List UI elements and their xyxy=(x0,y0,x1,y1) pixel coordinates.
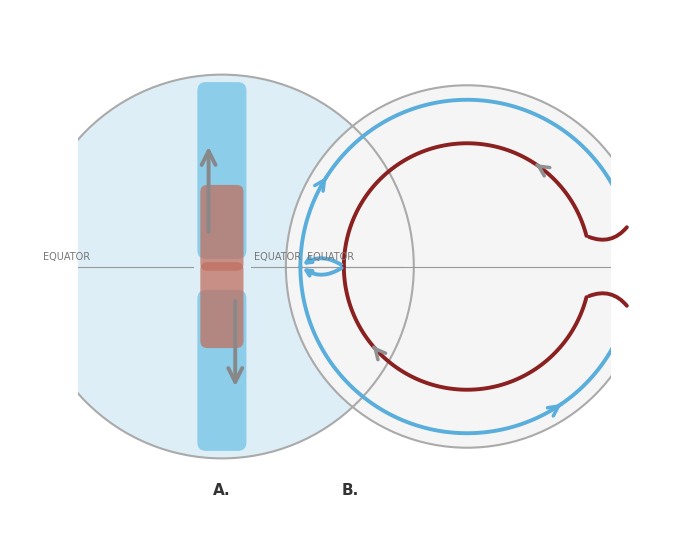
Circle shape xyxy=(286,85,648,448)
Text: EQUATOR: EQUATOR xyxy=(254,252,301,262)
Text: EQUATOR: EQUATOR xyxy=(307,252,354,262)
Text: B.: B. xyxy=(341,483,358,498)
Text: EQUATOR: EQUATOR xyxy=(43,252,90,262)
Circle shape xyxy=(30,75,414,458)
FancyBboxPatch shape xyxy=(197,290,247,451)
FancyBboxPatch shape xyxy=(200,185,243,271)
Text: A.: A. xyxy=(213,483,231,498)
FancyBboxPatch shape xyxy=(200,262,243,348)
FancyBboxPatch shape xyxy=(197,82,247,259)
